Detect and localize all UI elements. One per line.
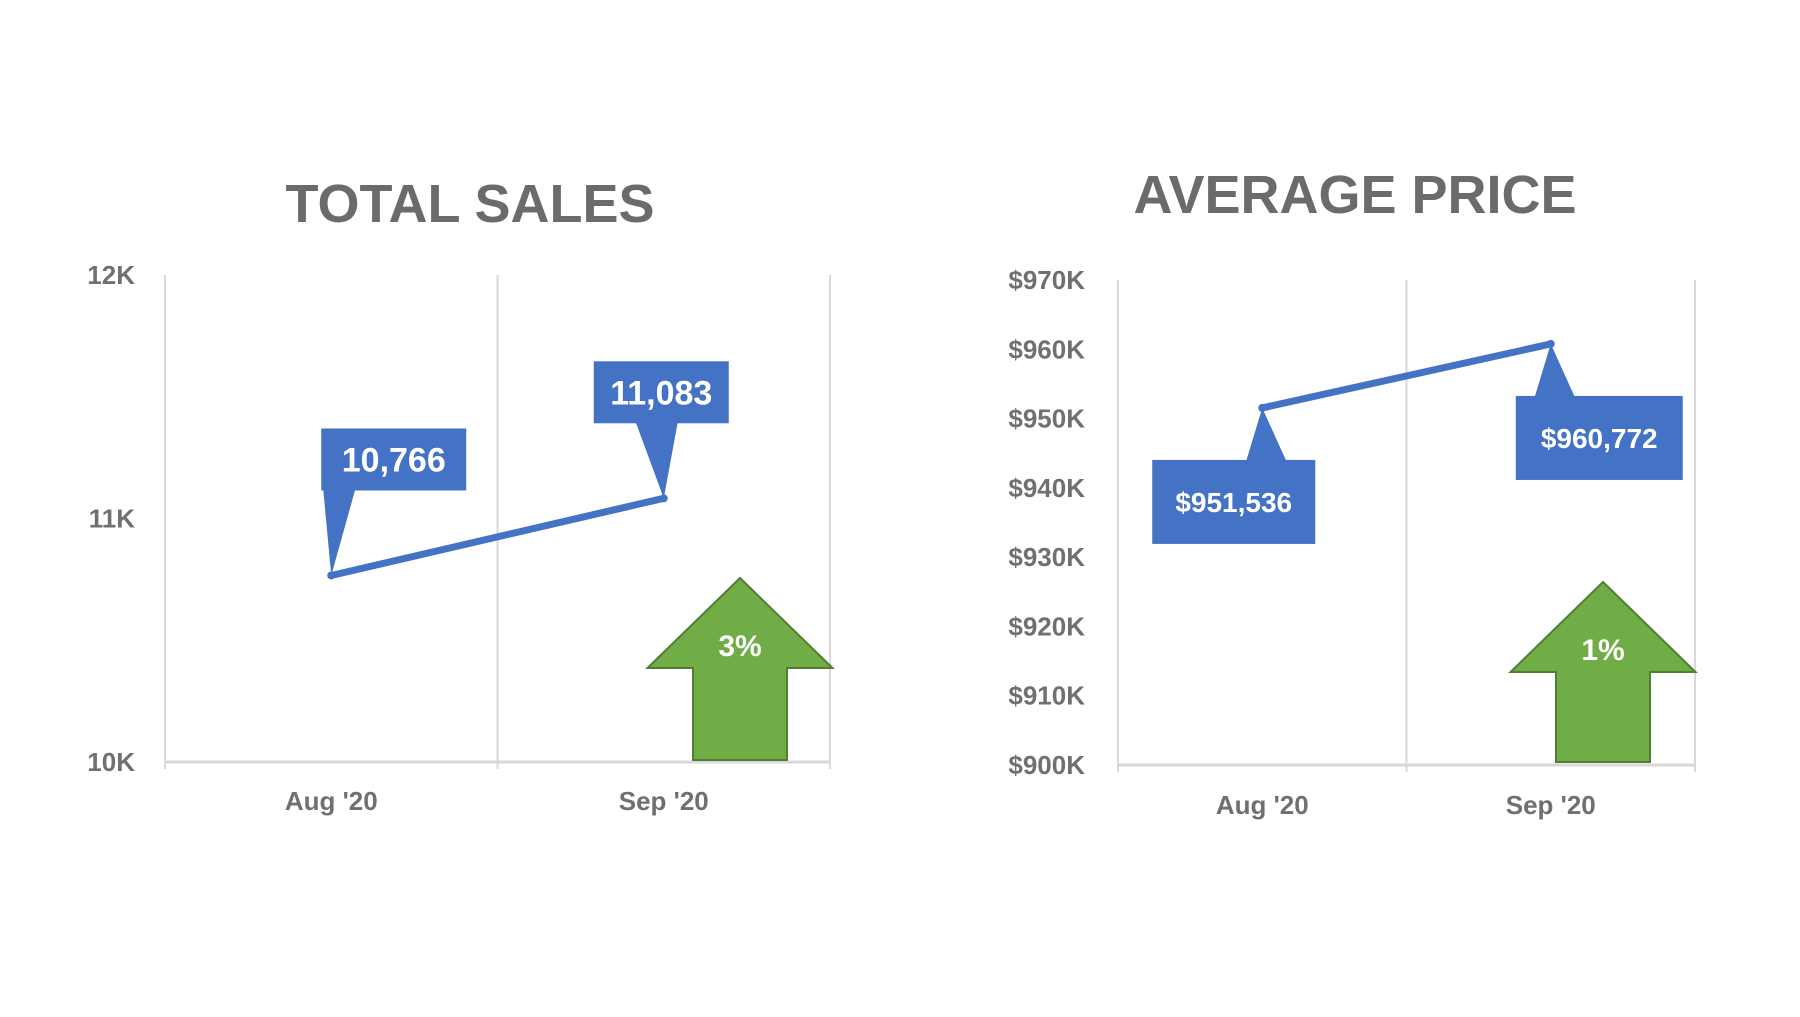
y-tick-label: $900K — [1008, 750, 1085, 780]
y-tick-label: 11K — [89, 504, 135, 534]
y-tick-label: $930K — [1008, 542, 1085, 572]
chart-average-price: AVERAGE PRICE $900K $910K $920K $930K $940K $9… — [1008, 165, 1698, 820]
data-label: $951,536 — [1175, 487, 1292, 518]
data-label: $960,772 — [1541, 423, 1658, 454]
callout-box — [1515, 395, 1683, 480]
y-tick-label: 10K — [87, 747, 135, 777]
data-label: 10,766 — [342, 442, 446, 480]
y-tick-label: $940K — [1008, 473, 1085, 503]
series-line — [327, 494, 668, 579]
y-tick-label: $950K — [1008, 404, 1085, 434]
callout-box — [593, 361, 729, 424]
x-tick-label: Aug '20 — [1216, 790, 1309, 820]
up-arrow-icon — [1508, 580, 1698, 763]
x-tick-label: Sep '20 — [619, 786, 709, 816]
y-tick-label: $970K — [1008, 265, 1085, 295]
callout-box — [321, 428, 467, 491]
change-percent-label: 3% — [718, 630, 761, 663]
y-tick-label: $920K — [1008, 611, 1085, 641]
chart-title: AVERAGE PRICE — [1133, 165, 1576, 225]
callout-pointer — [323, 489, 356, 576]
x-tick-label: Aug '20 — [285, 786, 378, 816]
x-tick-label: Sep '20 — [1506, 790, 1596, 820]
callout-pointer — [635, 422, 678, 499]
callout-pointer — [1246, 407, 1287, 461]
callout-box — [1152, 459, 1316, 544]
y-tick-label: 12K — [87, 260, 135, 290]
chart-title: TOTAL SALES — [285, 174, 654, 234]
chart-total-sales: TOTAL SALES 10K 11K 12K Aug '20 Sep '20 3% 10,7… — [87, 174, 835, 816]
change-percent-label: 1% — [1581, 634, 1624, 667]
up-arrow-icon — [645, 576, 835, 761]
callout-pointer — [1534, 343, 1575, 397]
series-line — [1258, 340, 1555, 412]
y-tick-label: $910K — [1008, 681, 1085, 711]
data-label: 11,083 — [610, 375, 712, 413]
y-tick-label: $960K — [1008, 334, 1085, 364]
